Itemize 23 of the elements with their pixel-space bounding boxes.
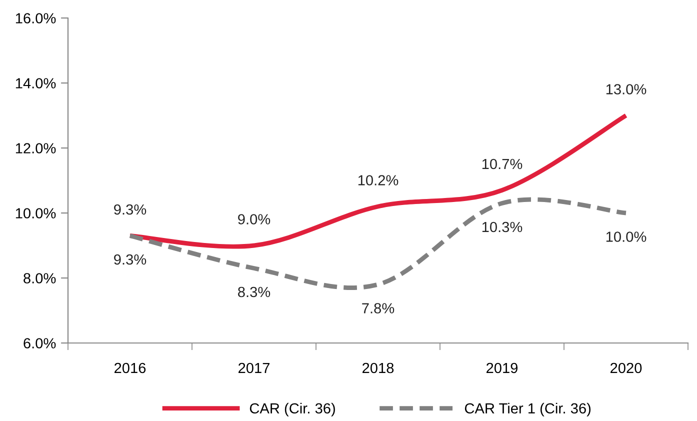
- x-tick-label: 2019: [486, 362, 518, 374]
- data-label: 13.0%: [606, 84, 646, 94]
- data-label: 9.3%: [114, 254, 146, 265]
- data-label: 10.3%: [482, 222, 522, 232]
- data-label: 9.0%: [238, 214, 270, 224]
- x-tick-label: 2016: [114, 362, 146, 374]
- y-tick-label: 10.0%: [16, 208, 56, 218]
- data-label: 10.2%: [358, 175, 398, 186]
- data-label: 8.3%: [238, 286, 270, 298]
- data-label: 9.3%: [114, 204, 146, 215]
- x-tick-label: 2017: [238, 362, 270, 374]
- data-label: 10.0%: [606, 232, 646, 242]
- y-tick-label: 12.0%: [16, 143, 56, 154]
- y-tick-label: 16.0%: [16, 13, 56, 24]
- data-label: 7.8%: [362, 303, 394, 314]
- y-tick-label: 8.0%: [24, 273, 56, 284]
- x-tick-label: 2018: [362, 362, 394, 374]
- y-tick-label: 14.0%: [16, 78, 56, 88]
- x-tick-label: 2020: [610, 362, 642, 374]
- legend-label: CAR (Cir. 36): [250, 402, 335, 416]
- y-tick-label: 6.0%: [24, 338, 56, 348]
- data-label: 10.7%: [482, 158, 522, 170]
- legend-label: CAR Tier 1 (Cir. 36): [464, 402, 591, 416]
